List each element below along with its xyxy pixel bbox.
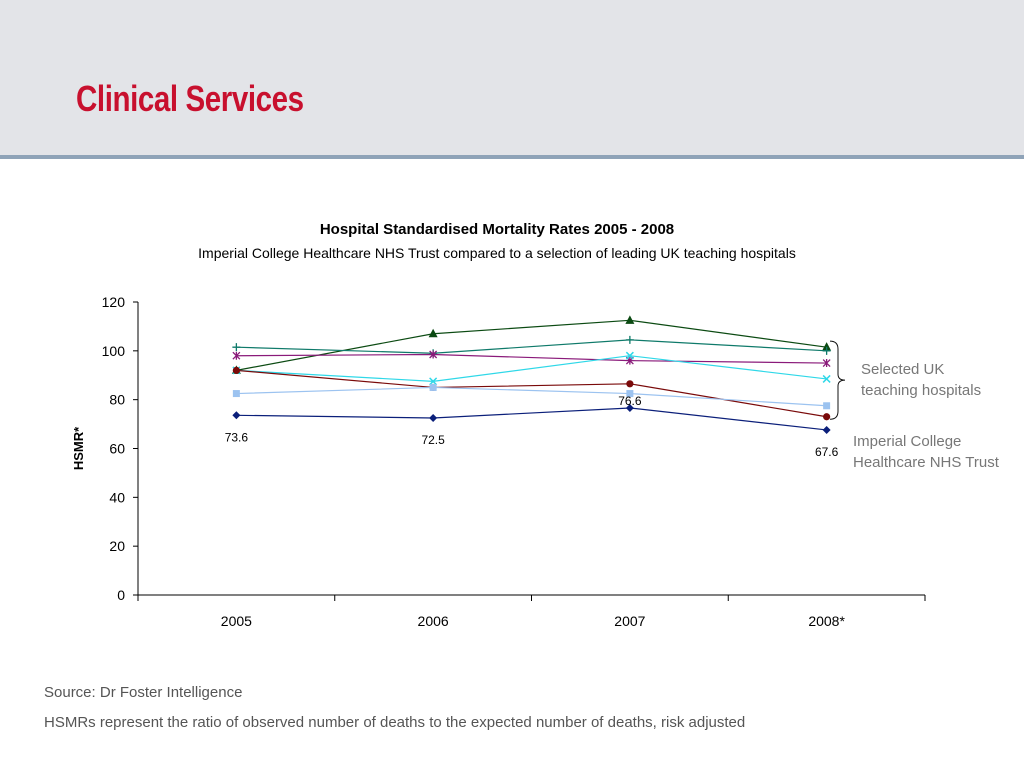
data-point bbox=[822, 359, 831, 368]
data-label: 76.6 bbox=[618, 394, 642, 408]
slide-title: Clinical Services bbox=[76, 78, 304, 119]
x-tick-label: 2008* bbox=[808, 613, 845, 629]
source-note: Source: Dr Foster Intelligence bbox=[44, 684, 243, 701]
data-point bbox=[822, 346, 831, 355]
data-point bbox=[626, 390, 634, 398]
data-point bbox=[822, 374, 831, 383]
data-point bbox=[823, 402, 831, 410]
header-band: Clinical Services bbox=[0, 0, 1024, 159]
annotation-imperial-line2: Healthcare NHS Trust bbox=[853, 454, 1000, 471]
hsmr-line-chart: Hospital Standardised Mortality Rates 20… bbox=[71, 221, 1000, 629]
annotation-bracket bbox=[829, 340, 846, 420]
data-label: 73.6 bbox=[225, 430, 249, 444]
series-line bbox=[236, 319, 827, 371]
annotation-teaching-hospitals-line2: teaching hospitals bbox=[861, 382, 981, 399]
data-label: 72.5 bbox=[421, 433, 445, 447]
data-point bbox=[822, 342, 832, 351]
data-point bbox=[232, 343, 241, 352]
data-point bbox=[232, 390, 240, 398]
annotation-imperial-line1: Imperial College bbox=[853, 433, 961, 450]
x-tick-label: 2006 bbox=[418, 613, 449, 629]
y-tick-label: 100 bbox=[102, 343, 126, 359]
series-line bbox=[236, 386, 827, 407]
chart-subtitle: Imperial College Healthcare NHS Trust co… bbox=[198, 245, 796, 261]
data-point bbox=[232, 411, 241, 420]
data-point bbox=[429, 350, 438, 359]
series-line bbox=[236, 339, 827, 354]
series-line bbox=[236, 355, 827, 382]
data-point bbox=[428, 328, 438, 338]
hsmr-definition-note: HSMRs represent the ratio of observed nu… bbox=[44, 714, 746, 731]
data-point bbox=[625, 351, 634, 360]
data-point bbox=[823, 413, 831, 421]
series-line bbox=[236, 353, 827, 364]
data-point bbox=[232, 351, 241, 360]
y-tick-label: 120 bbox=[102, 294, 126, 310]
data-point bbox=[429, 383, 437, 391]
y-tick-label: 20 bbox=[109, 538, 125, 554]
chart-title: Hospital Standardised Mortality Rates 20… bbox=[320, 221, 674, 238]
data-point bbox=[625, 335, 634, 344]
y-tick-label: 60 bbox=[109, 441, 125, 457]
data-label: 67.6 bbox=[815, 445, 839, 459]
data-point bbox=[232, 366, 240, 374]
data-point bbox=[625, 315, 635, 324]
annotation-teaching-hospitals-line1: Selected UK bbox=[861, 361, 944, 378]
data-point bbox=[625, 403, 634, 412]
data-point bbox=[626, 380, 634, 388]
data-point bbox=[429, 413, 438, 422]
series-line bbox=[236, 369, 827, 418]
y-axis-label: HSMR* bbox=[71, 426, 86, 470]
x-tick-label: 2005 bbox=[221, 613, 252, 629]
y-tick-label: 80 bbox=[109, 392, 125, 408]
y-tick-label: 0 bbox=[117, 587, 125, 603]
series-line bbox=[236, 407, 827, 431]
x-tick-label: 2007 bbox=[614, 613, 645, 629]
data-point bbox=[429, 377, 438, 386]
y-tick-label: 40 bbox=[109, 489, 125, 505]
data-point bbox=[822, 425, 831, 434]
